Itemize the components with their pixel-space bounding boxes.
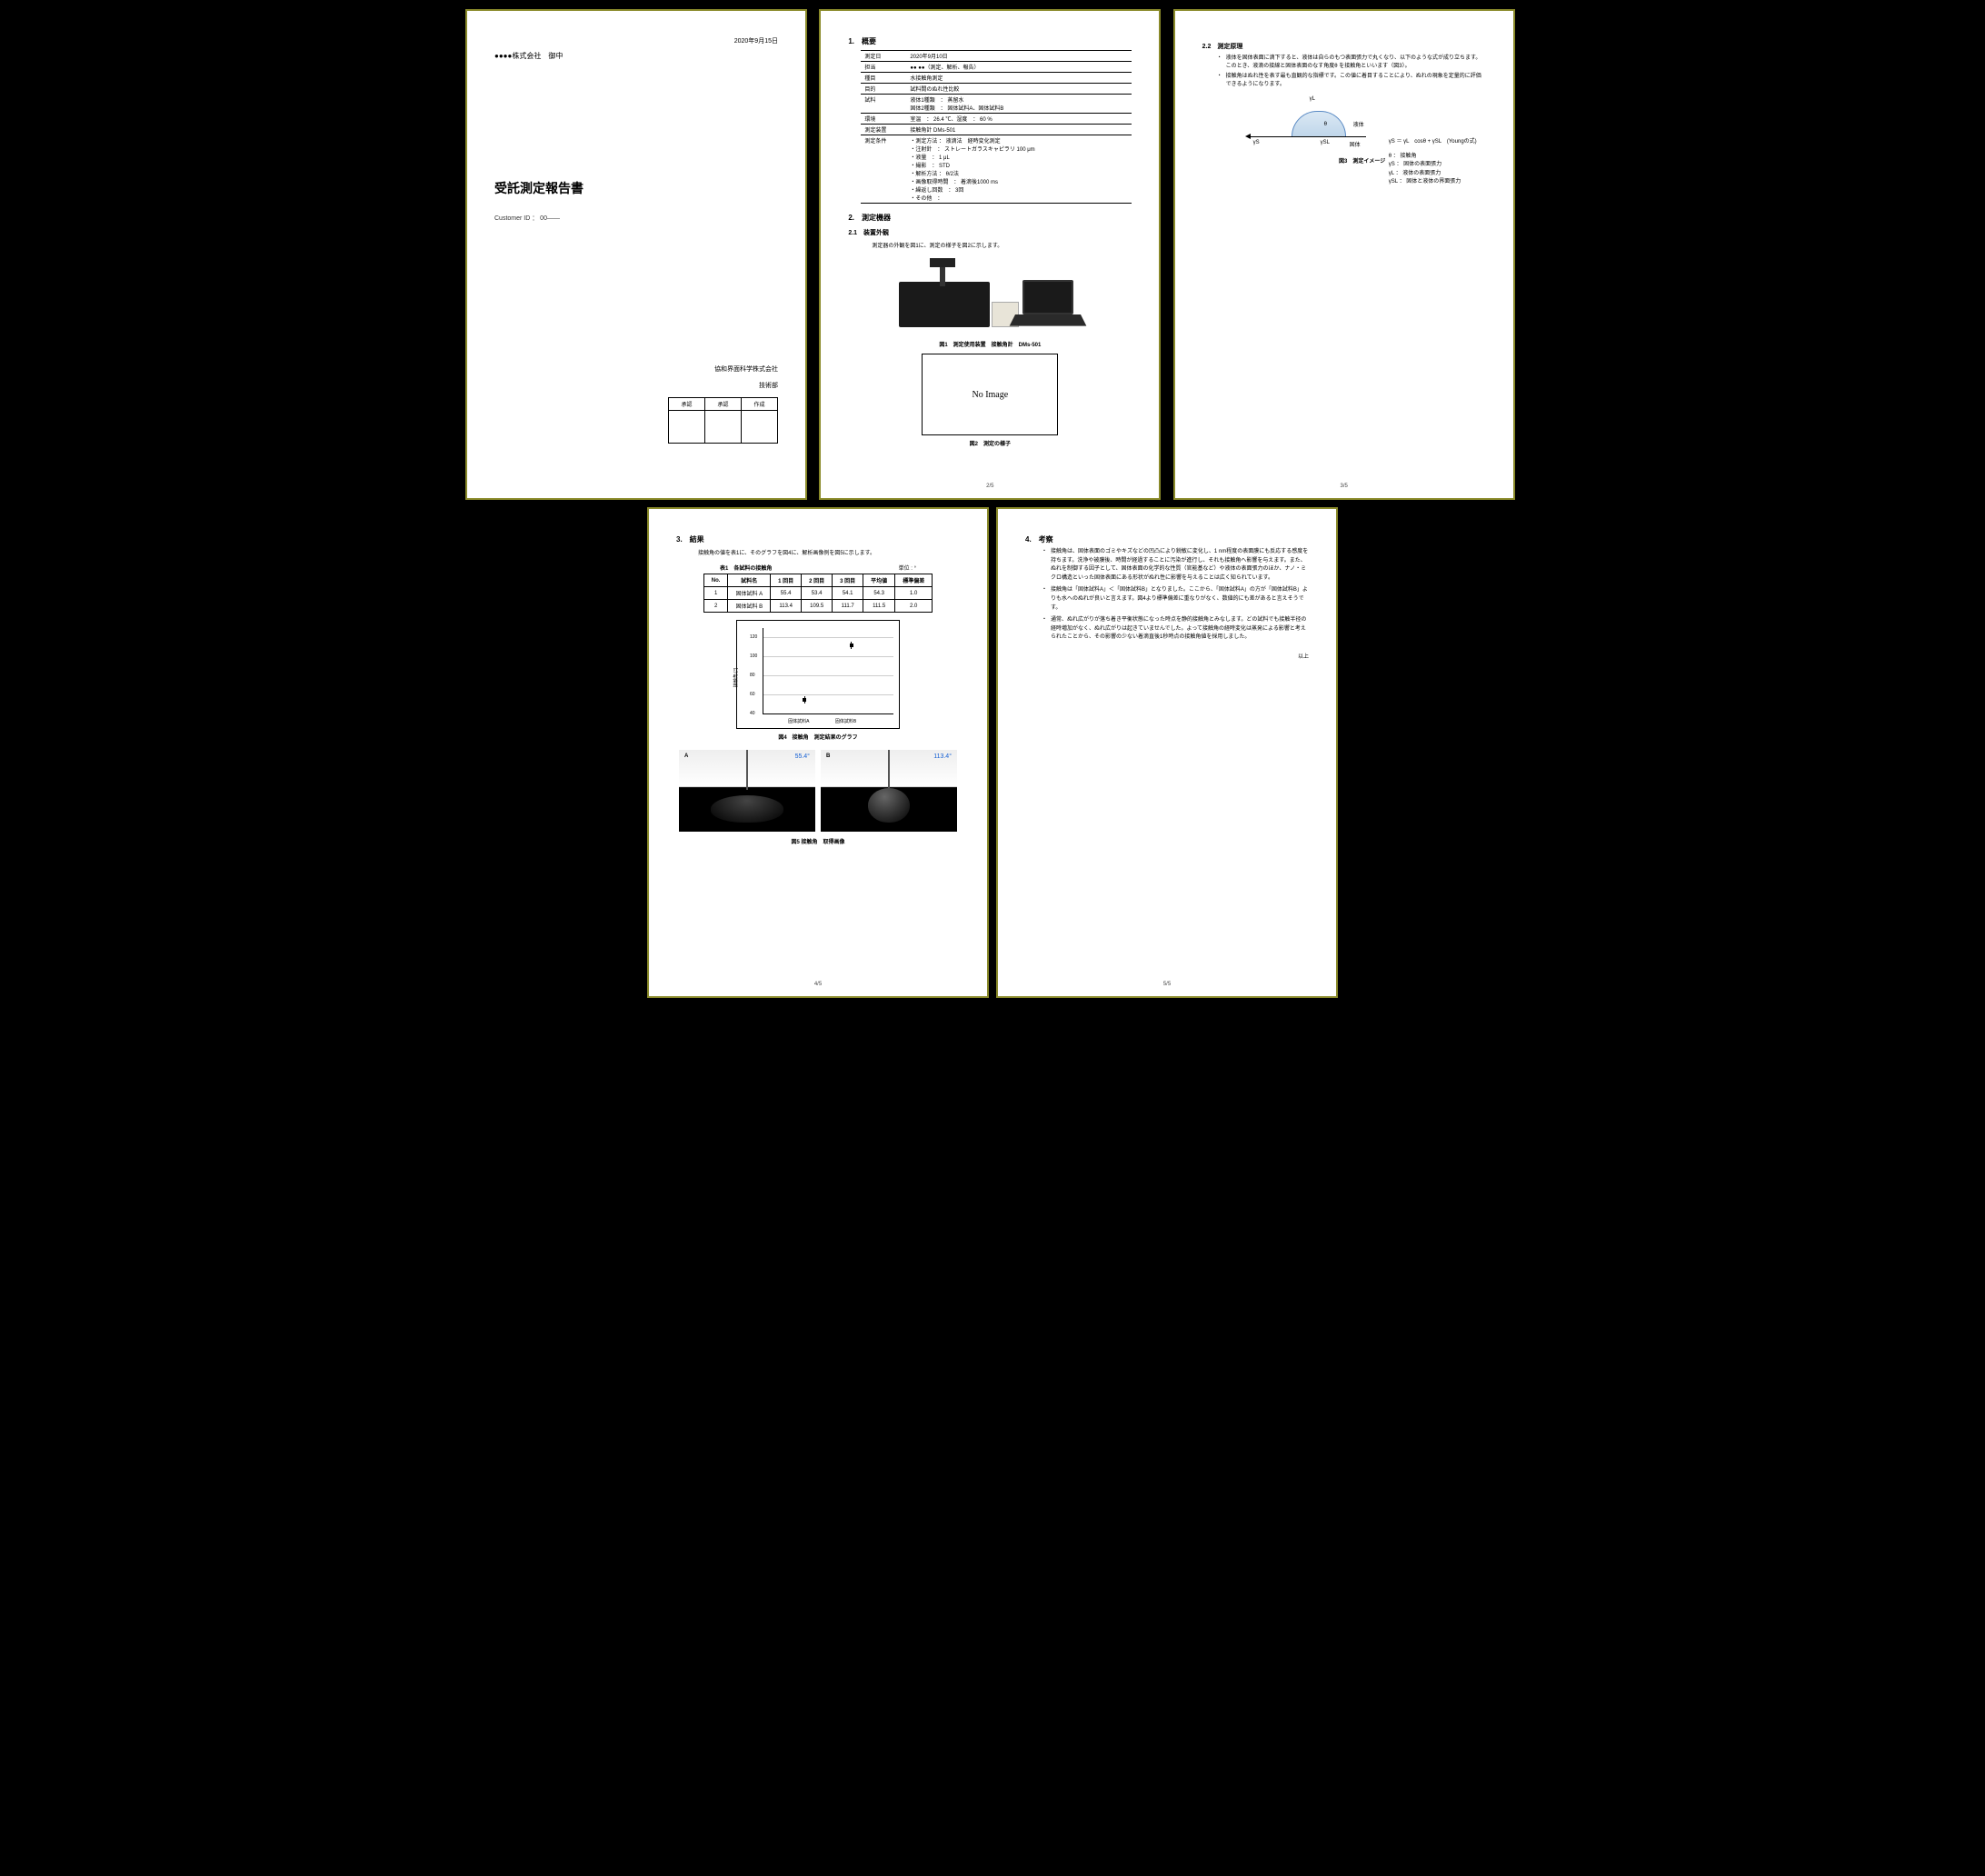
sym-gsl: γSL ： 固体と液体の界面張力 [1389,178,1477,187]
page-num-5: 5/5 [1163,982,1171,987]
diagram-label-gl: γL [1310,96,1315,102]
figure-4-chart: 接触角 [°] 406080100120固体試料A固体試料B [736,620,900,729]
section-3-note: 接触角の値を表1に、そのグラフを図4に、解析画像例を図5に示します。 [698,548,960,556]
approval-stamp-table: 承認 承認 作成 [668,397,778,444]
results-table: No.試料名1 回目2 回目3 回目平均値標準偏差1固体試料 A55.453.4… [703,574,933,613]
issuer-company: 協和界面科学株式会社 [668,364,778,374]
figure-2-noimage: No Image [922,354,1058,435]
disc-1: 接触角は、固体表面のゴミやキズなどの凹凸により鋭敏に変化し、1 nm程度の表面膜… [1043,548,1309,583]
noimage-text: No Image [972,390,1008,400]
table-1-title: 表1 各試料の接触角 [720,566,772,572]
drop-angle-a: 55.4° [795,753,810,760]
figure-5-caption: 図5 接触角 取得画像 [676,837,960,845]
disc-2: 接触角は「固体試料A」＜「固体試料B」となりました。ここから、「固体試料A」の方… [1043,586,1309,613]
figure-5-images: A 55.4° B 113.4° [676,750,960,832]
stamp-col-3: 作成 [742,398,778,411]
page-num-3: 3/5 [1340,484,1347,489]
principle-line-1: 液体を固体表面に滴下すると、液体は自らのもつ表面張力で丸くなり、以下のような式が… [1219,55,1486,71]
figure-4-caption: 図4 接触角 測定結果のグラフ [676,733,960,741]
end-mark: 以上 [1025,652,1309,660]
sym-gs: γS ： 固体の表面張力 [1389,161,1477,170]
sym-theta: θ ： 接触角 [1389,153,1477,162]
company-addressee: ●●●●株式会社 御中 [494,51,778,61]
overview-table: 測定日2020年9月10日担当●● ●●（測定、解析、報告）種目水接触角測定目的… [861,50,1132,204]
section-2-1-note: 測定器の外観を図1に、測定の様子を図2に示します。 [872,241,1132,249]
chart-y-label: 接触角 [°] [733,668,739,687]
drop-angle-b: 113.4° [933,753,952,760]
section-1-title: 1. 概要 [848,36,1132,46]
stamp-col-2: 承認 [705,398,742,411]
section-3-title: 3. 結果 [676,534,960,544]
section-4-title: 4. 考察 [1025,534,1309,544]
diagram-label-gs: γS [1253,140,1260,145]
drop-image-b: B 113.4° [821,750,957,832]
stamp-col-1: 承認 [669,398,705,411]
issuer-dept: 技術部 [668,381,778,390]
principle-text: 液体を固体表面に滴下すると、液体は自らのもつ表面張力で丸くなり、以下のような式が… [1219,55,1486,89]
young-equation-block: γS ＝ γL cosθ + γSL (Youngの式) θ ： 接触角 γS … [1389,138,1477,187]
page-4: 3. 結果 接触角の値を表1に、そのグラフを図4に、解析画像例を図5に示します。… [647,507,989,998]
customer-id: Customer ID ： 00―― [494,214,778,223]
section-2-1-title: 2.1 装置外観 [848,228,1132,237]
section-2-2-title: 2.2 測定原理 [1202,42,1486,51]
page-num-4: 4/5 [814,982,822,987]
page-2: 1. 概要 測定日2020年9月10日担当●● ●●（測定、解析、報告）種目水接… [819,9,1161,500]
diagram-label-gsl: γSL [1321,140,1330,145]
young-diagram: γL θ 液体 γS γSL 固体 [1248,98,1402,153]
figure-2-caption: 図2 測定の様子 [848,439,1132,447]
page-num-2: 2/5 [986,484,993,489]
drop-image-a: A 55.4° [679,750,815,832]
principle-line-2: 接触角はぬれ性を表す最も直観的な指標です。この値に着目することにより、ぬれの現象… [1219,73,1486,89]
table-1-unit: 単位 : ° [899,564,916,572]
page-3: 2.2 測定原理 液体を固体表面に滴下すると、液体は自らのもつ表面張力で丸くなり… [1173,9,1515,500]
sym-gl: γL ： 液体の表面張力 [1389,170,1477,179]
report-title: 受託測定報告書 [494,179,778,197]
figure-1-instrument [890,254,1090,336]
diagram-label-liquid: 液体 [1353,120,1364,128]
discussion-text: 接触角は、固体表面のゴミやキズなどの凹凸により鋭敏に変化し、1 nm程度の表面膜… [1043,548,1309,643]
section-2-title: 2. 測定機器 [848,213,1132,223]
disc-3: 通常、ぬれ広がりが落ち着き平衡状態になった時点を静的接触角とみなします。どの試料… [1043,616,1309,643]
page-1: 2020年9月15日 ●●●●株式会社 御中 受託測定報告書 Customer … [465,9,807,500]
report-date: 2020年9月15日 [494,36,778,45]
diagram-label-theta: θ [1324,122,1327,127]
page-5: 4. 考察 接触角は、固体表面のゴミやキズなどの凹凸により鋭敏に変化し、1 nm… [996,507,1338,998]
figure-1-caption: 図1 測定使用装置 接触角計 DMs-501 [848,340,1132,348]
young-equation: γS ＝ γL cosθ + γSL (Youngの式) [1389,138,1477,147]
diagram-label-solid: 固体 [1350,140,1361,148]
